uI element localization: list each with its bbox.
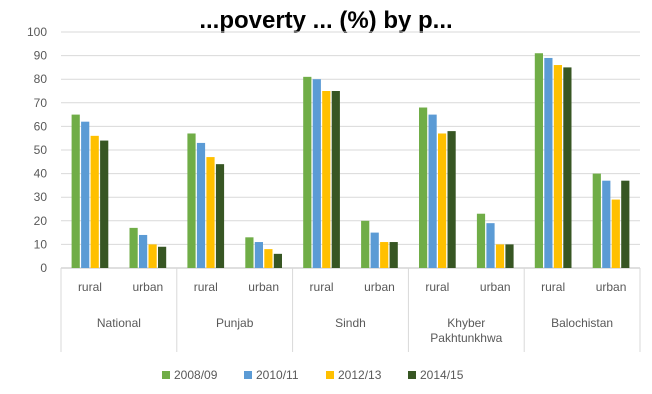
bar <box>544 57 553 269</box>
y-tick-label: 50 <box>34 143 48 157</box>
category-label: rural <box>541 280 565 294</box>
y-tick-label: 100 <box>27 25 47 39</box>
y-tick-label: 70 <box>34 96 48 110</box>
y-tick-label: 40 <box>34 167 48 181</box>
bar <box>264 249 273 268</box>
legend-label: 2014/15 <box>420 368 464 382</box>
bar <box>476 213 486 268</box>
group-label: Pakhtunkhwa <box>430 331 502 345</box>
legend: 2008/09 2010/11 2012/13 2014/15 <box>162 368 464 382</box>
legend-swatch <box>408 371 416 379</box>
category-label: urban <box>596 280 627 294</box>
bar <box>215 164 225 268</box>
bar <box>447 131 456 268</box>
bar <box>428 114 437 268</box>
category-label: urban <box>132 280 163 294</box>
bar <box>206 157 215 268</box>
legend-swatch <box>162 371 170 379</box>
bar <box>90 135 99 268</box>
bars <box>71 53 630 269</box>
bar <box>273 253 282 268</box>
bar <box>505 244 514 268</box>
bar <box>361 220 370 268</box>
category-label: rural <box>194 280 218 294</box>
y-tick-label: 0 <box>40 261 47 275</box>
y-tick-label: 80 <box>34 72 48 86</box>
bar <box>621 180 630 268</box>
bar <box>254 242 263 268</box>
bar <box>81 121 90 269</box>
category-label: rural <box>78 280 102 294</box>
legend-swatch <box>244 371 252 379</box>
bar <box>370 232 379 268</box>
bar <box>389 242 398 268</box>
bar <box>495 244 505 268</box>
bar <box>486 223 495 268</box>
category-label: urban <box>480 280 511 294</box>
group-label: Punjab <box>216 316 254 330</box>
y-tick-label: 90 <box>34 49 48 63</box>
bar <box>563 67 572 269</box>
x-axis: rural urban National rural urban Punjab rural u… <box>60 268 641 352</box>
bar <box>312 79 321 268</box>
y-axis-ticks: 0 10 20 30 40 50 60 70 80 90 100 <box>27 25 47 275</box>
y-tick-label: 10 <box>34 237 48 251</box>
bar <box>303 76 312 268</box>
group-label: National <box>97 316 141 330</box>
gridlines <box>61 31 640 269</box>
bar <box>553 65 562 268</box>
category-label: rural <box>310 280 334 294</box>
legend-label: 2012/13 <box>338 368 382 382</box>
y-tick-label: 20 <box>34 214 48 228</box>
bar <box>100 140 109 268</box>
bar <box>139 234 148 268</box>
legend-label: 2010/11 <box>256 368 299 382</box>
bar <box>187 133 196 268</box>
category-label: urban <box>364 280 395 294</box>
bar <box>602 180 611 268</box>
bar <box>245 237 254 268</box>
y-tick-label: 60 <box>34 119 48 133</box>
bar <box>196 142 206 268</box>
group-label: Balochistan <box>551 316 613 330</box>
bar <box>158 246 167 268</box>
category-label: urban <box>248 280 279 294</box>
legend-label: 2008/09 <box>174 368 218 382</box>
group-label: Khyber <box>447 316 485 330</box>
bar <box>148 244 157 268</box>
bar <box>438 133 447 268</box>
bar <box>71 114 80 268</box>
y-tick-label: 30 <box>34 190 48 204</box>
bar <box>592 173 601 268</box>
bar <box>534 53 543 268</box>
category-label: rural <box>425 280 449 294</box>
bar <box>380 242 389 268</box>
bar <box>322 91 331 268</box>
bar <box>331 91 340 268</box>
chart-title: ...poverty ... (%) by p... <box>199 7 452 34</box>
bar <box>129 227 138 268</box>
bar <box>419 107 428 269</box>
legend-swatch <box>326 371 334 379</box>
group-label: Sindh <box>335 316 366 330</box>
bar <box>611 199 620 268</box>
